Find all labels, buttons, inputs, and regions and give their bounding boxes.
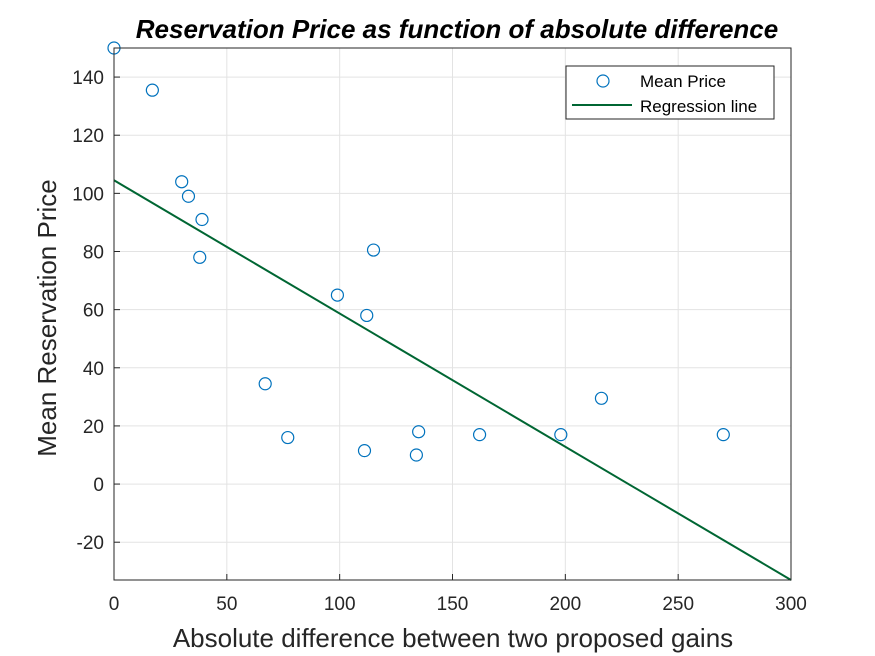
data-point (412, 425, 426, 439)
x-axis-label: Absolute difference between two proposed… (173, 623, 733, 653)
regression-line (113, 179, 792, 581)
data-point (281, 430, 295, 445)
y-tick-label: 120 (72, 126, 104, 147)
data-point (258, 377, 272, 391)
data-point (357, 444, 372, 458)
legend-label-regression: Regression line (640, 97, 757, 116)
y-tick-label: 100 (72, 184, 104, 205)
y-tick-label: 140 (72, 68, 104, 89)
data-point (175, 175, 189, 189)
data-point (716, 428, 730, 442)
x-tick-label: 150 (437, 594, 469, 615)
y-tick-label: 20 (83, 417, 104, 438)
data-point (360, 308, 374, 323)
y-axis-ticks: -20 0 20 40 60 80 100 120 140 (72, 68, 120, 554)
data-point (409, 448, 423, 462)
x-tick-label: 0 (109, 594, 120, 615)
x-tick-label: 100 (324, 594, 356, 615)
y-tick-label: 60 (83, 301, 104, 322)
data-point (366, 243, 381, 257)
data-point (195, 212, 209, 227)
legend-marker-mean-price (596, 74, 610, 88)
x-tick-label: 300 (775, 594, 807, 615)
regression-line-layer (113, 179, 792, 581)
legend: Mean Price Regression line (565, 65, 775, 120)
data-point (181, 189, 196, 203)
data-point (472, 428, 487, 442)
data-point (594, 391, 609, 405)
data-point (330, 288, 345, 302)
data-point (193, 250, 207, 264)
x-tick-label: 50 (216, 594, 237, 615)
x-tick-label: 250 (662, 594, 694, 615)
y-tick-label: 40 (83, 359, 104, 380)
grid (113, 48, 792, 580)
legend-label-mean-price: Mean Price (640, 72, 726, 91)
x-axis-ticks: 0 50 100 150 200 250 300 (109, 574, 807, 615)
y-tick-label: 0 (93, 475, 104, 496)
y-tick-label: 80 (83, 242, 104, 263)
x-tick-label: 200 (549, 594, 581, 615)
data-point (554, 428, 568, 442)
chart-title: Reservation Price as function of absolut… (136, 14, 778, 44)
y-axis-label: Mean Reservation Price (32, 179, 62, 456)
data-point (145, 83, 159, 97)
y-tick-label: -20 (77, 533, 104, 554)
